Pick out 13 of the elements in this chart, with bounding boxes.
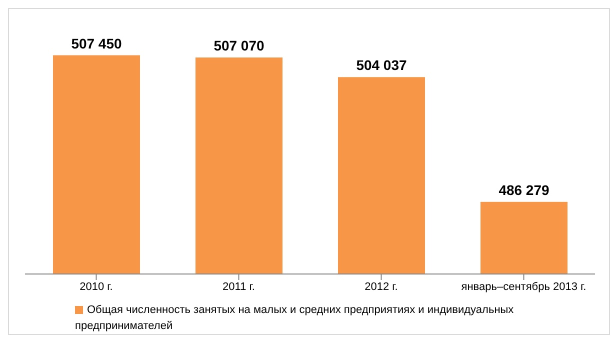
legend-label: Общая численность занятых на малых и средних предприятиях и индивидуальных предпринимателей (75, 304, 514, 332)
bar (338, 77, 425, 274)
text: 507 070 (214, 37, 264, 54)
bar (196, 57, 282, 274)
bar (480, 202, 568, 274)
text: 504 037 (356, 57, 407, 74)
x-tick-label: 2012 г. (364, 280, 398, 293)
x-tick-label: 2010 г. (80, 280, 113, 293)
text: 507 450 (71, 35, 122, 52)
x-tick-label: 2011 г. (222, 280, 255, 293)
text: 486 279 (498, 182, 550, 198)
bar (53, 55, 140, 274)
x-tick-label: январь–сентябрь 2013 г. (461, 280, 586, 293)
